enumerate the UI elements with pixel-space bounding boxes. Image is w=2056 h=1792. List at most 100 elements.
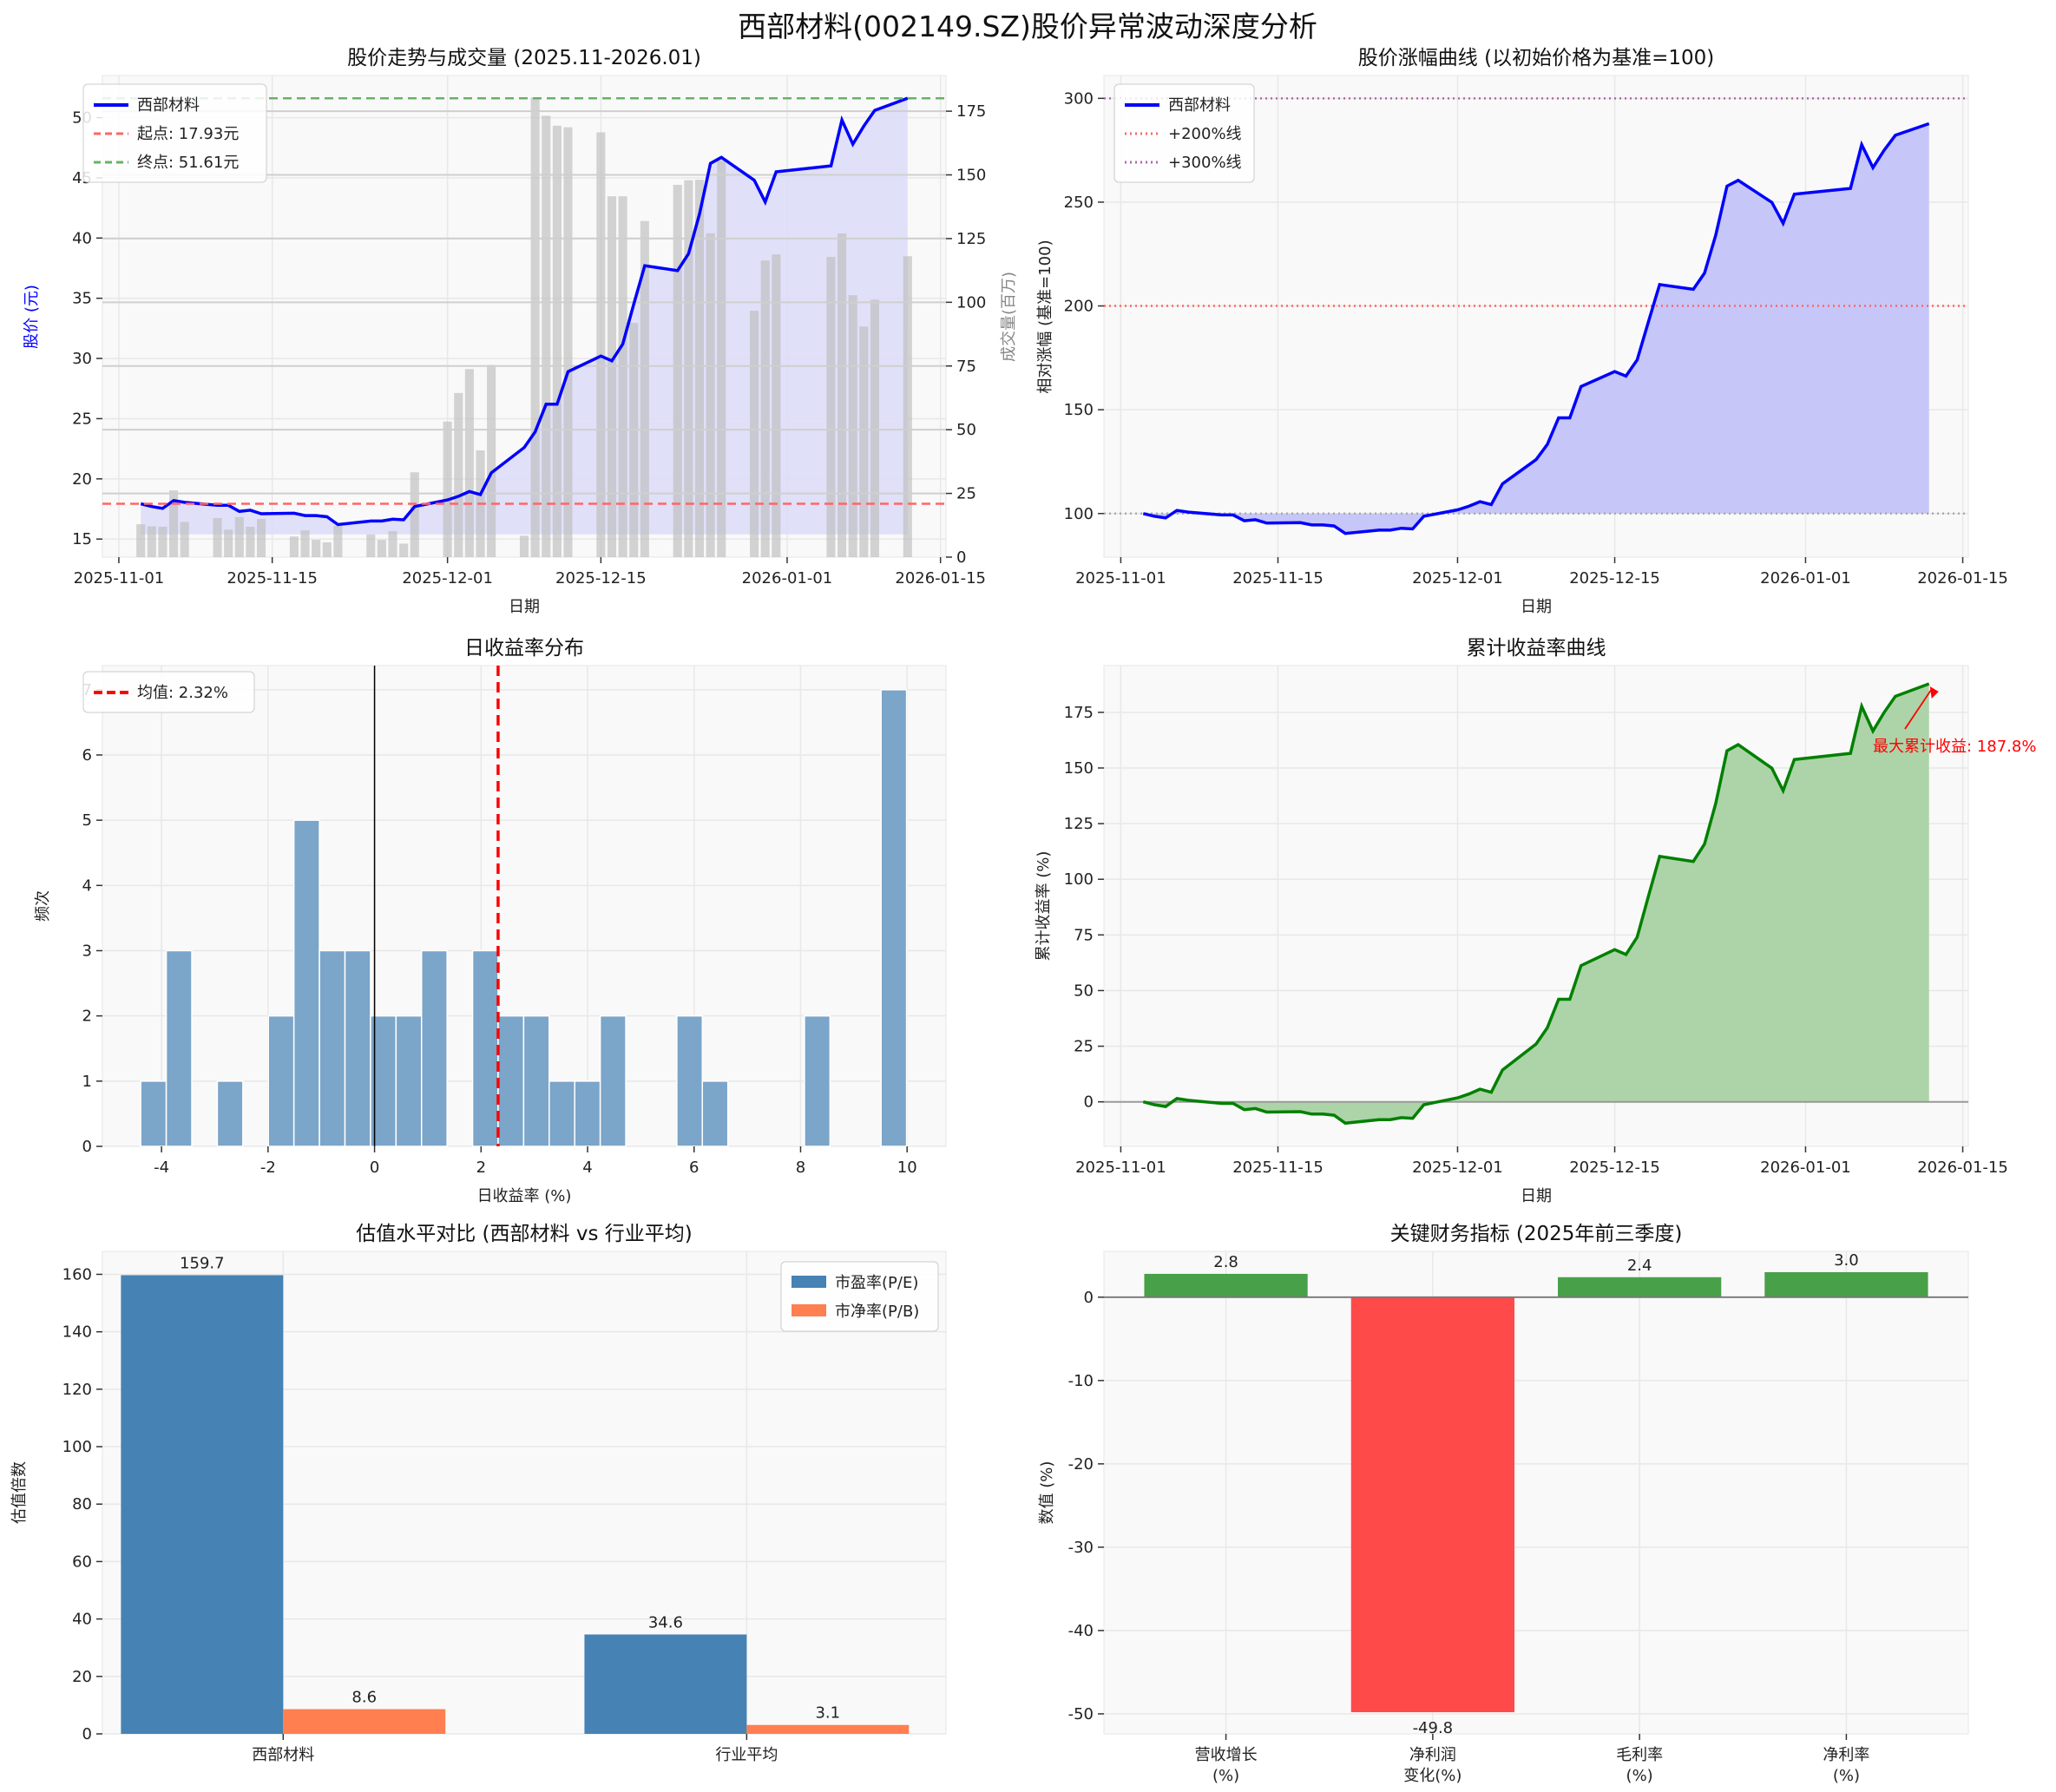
legend-box [1113, 83, 1255, 183]
legend-label: +300%线 [1168, 154, 1242, 172]
financial-bar [1558, 1277, 1722, 1297]
volume-bar [717, 161, 726, 558]
y-tick-label: -30 [1068, 1539, 1094, 1557]
volume-bar [300, 530, 310, 557]
histogram-bar [165, 949, 193, 1147]
x-tick-label: 0 [370, 1159, 379, 1177]
x-tick-label: 2026-01-15 [895, 569, 986, 587]
volume-bar [366, 534, 376, 557]
x-tick-label: 6 [689, 1159, 699, 1177]
y-axis-label: 股价 (元) [23, 285, 41, 349]
legend-swatch [792, 1276, 826, 1288]
y-tick-label: 175 [1064, 704, 1094, 722]
chart-title: 估值水平对比 (西部材料 vs 行业平均) [356, 1223, 692, 1245]
y-tick-label: 25 [956, 485, 976, 503]
chart-cumulative-return: 最大累计收益: 187.8% 0 25 50 75 100 125 150 175 2025-11… [1035, 637, 2036, 1205]
histogram-bar [804, 1014, 831, 1147]
pb-bar [283, 1709, 446, 1734]
x-tick-label: 净利率 [1823, 1746, 1869, 1764]
y-tick-label: 40 [72, 1611, 92, 1629]
x-tick-label: 2025-11-01 [1075, 1159, 1166, 1177]
x-tick-label: 净利润 [1409, 1746, 1456, 1764]
volume-bar [838, 233, 847, 557]
y2-axis-label: 成交量(百万) [1000, 272, 1018, 362]
bar-value-label: 3.0 [1834, 1251, 1859, 1270]
y-tick-label: 80 [72, 1495, 92, 1513]
volume-bar [256, 518, 266, 557]
volume-bar [530, 97, 540, 557]
volume-bar [377, 540, 386, 557]
y-tick-label: 75 [1074, 926, 1094, 944]
volume-bar [454, 392, 463, 557]
x-tick-label: 10 [897, 1159, 917, 1177]
legend-label: +200%线 [1168, 125, 1242, 143]
y-tick-label: 125 [956, 230, 986, 248]
volume-bar [410, 472, 419, 557]
x-axis-label: 日期 [1521, 598, 1552, 616]
chart-title: 股价走势与成交量 (2025.11-2026.01) [347, 47, 701, 69]
x-tick-label: 8 [796, 1159, 805, 1177]
annotation-arrowhead [1929, 686, 1939, 699]
x-tick-label: 2025-11-01 [1075, 569, 1166, 587]
y-tick-label: 0 [82, 1138, 92, 1156]
volume-bar [772, 254, 781, 557]
pb-bar [746, 1724, 910, 1734]
y-tick-label: 40 [72, 229, 92, 247]
histogram-bar [599, 1014, 627, 1147]
y-tick-label: 25 [1074, 1038, 1094, 1056]
x-axis-label: 日期 [509, 598, 540, 616]
bar-value-label: -49.8 [1413, 1719, 1454, 1737]
chart-valuation: 159.7 34.6 8.6 3.1 0 20 40 60 80 100 120 140 160 西部材料… [10, 1223, 947, 1764]
x-tick-label: 2025-11-15 [1232, 1159, 1324, 1177]
x-tick-label: 4 [582, 1159, 592, 1177]
relative-area [1143, 123, 1929, 534]
y-tick-label: 150 [1064, 401, 1094, 419]
volume-bar [464, 369, 474, 557]
y-tick-label: 75 [956, 358, 976, 376]
x-tick-label: 营收增长 [1195, 1746, 1258, 1764]
volume-bar [706, 233, 715, 557]
volume-bar [542, 115, 551, 557]
histogram-bar [497, 1014, 525, 1147]
chart-financials: 2.8 -49.8 2.4 3.0 -50 -40 -30 -20 -10 0 营收增长 (%) 净利润… [1038, 1223, 1969, 1785]
volume-bar [180, 522, 189, 557]
volume-bar [618, 196, 627, 557]
volume-bar [673, 184, 682, 557]
histogram-bar [319, 949, 346, 1147]
y-tick-label: 0 [956, 548, 966, 567]
plot-area [1103, 1250, 1969, 1735]
x-tick-label: 2025-12-01 [402, 569, 493, 587]
volume-bar [224, 529, 233, 557]
volume-bar [563, 127, 573, 557]
y-tick-label: 30 [72, 350, 92, 368]
y-tick-label: 0 [1084, 1093, 1094, 1112]
legend-label: 起点: 17.93元 [137, 125, 239, 143]
volume-bar [519, 535, 529, 557]
chart-title: 日收益率分布 [464, 637, 584, 660]
volume-bar [443, 421, 452, 557]
histogram-bar [880, 689, 908, 1147]
x-tick-label: 2025-12-01 [1412, 569, 1503, 587]
financial-bar [1764, 1272, 1928, 1297]
volume-bar [750, 311, 759, 557]
volume-bar [312, 540, 321, 557]
y-axis-label: 数值 (%) [1038, 1461, 1056, 1525]
legend: 西部材料 +200%线 +300%线 [1113, 83, 1255, 183]
legend-label: 西部材料 [1168, 96, 1231, 115]
y-tick-label: 100 [956, 293, 986, 312]
y-axis-label: 累计收益率 (%) [1035, 851, 1053, 962]
x-tick-label: -4 [154, 1159, 169, 1177]
relative-line [1142, 121, 1930, 535]
y-tick-label: -10 [1068, 1372, 1094, 1390]
y-tick-label: 150 [1064, 759, 1094, 778]
x-axis-label: 日期 [1521, 1187, 1552, 1205]
bar-value-label: 34.6 [648, 1613, 683, 1631]
y-tick-label: 15 [72, 530, 92, 548]
histogram-bar [140, 1080, 168, 1147]
x-tick-label: 毛利率 [1616, 1746, 1663, 1764]
x-tick-label: 2026-01-01 [1760, 569, 1851, 587]
y-axis-label: 估值倍数 [10, 1461, 29, 1524]
y-axis-label: 相对涨幅 (基准=100) [1036, 240, 1054, 393]
x-tick-label: 2026-01-01 [1760, 1159, 1851, 1177]
